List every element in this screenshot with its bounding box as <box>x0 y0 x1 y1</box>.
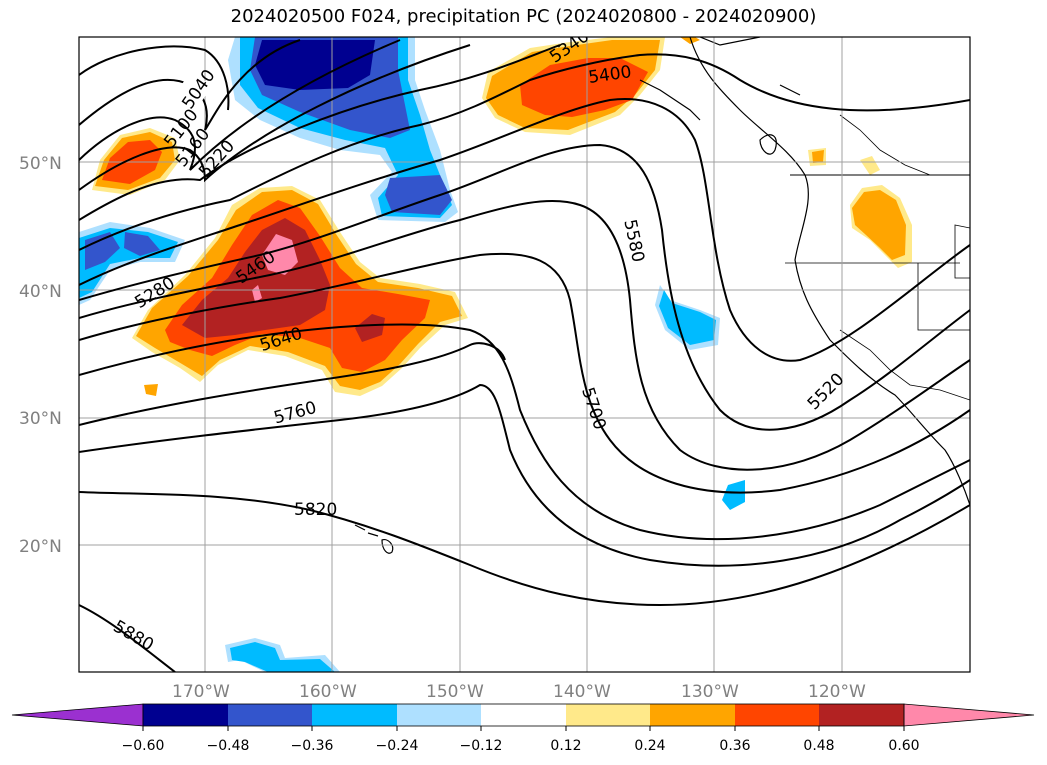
colorbar-tick-neg-036: −0.36 <box>291 738 334 754</box>
latitude-labels: 50°N 40°N 30°N 20°N <box>19 154 62 557</box>
lat-label-30n: 30°N <box>19 409 62 429</box>
colorbar-tick-neg-048: −0.48 <box>207 738 250 754</box>
colorbar-bin-pos-048 <box>819 704 904 726</box>
lat-label-40n: 40°N <box>19 282 62 302</box>
colorbar-bin-neg-048 <box>228 704 312 726</box>
colorbar-bin-pos-024 <box>650 704 735 726</box>
colorbar-over-arrow <box>903 703 1035 727</box>
colorbar-tick-neg-012: −0.12 <box>460 738 503 754</box>
colorbar-tick-pos-012: 0.12 <box>550 738 581 754</box>
height-contours <box>79 39 970 672</box>
contour-label-5820: 5820 <box>294 500 337 520</box>
colorbar-under-arrow <box>11 703 144 727</box>
map-frame <box>78 36 971 673</box>
colorbar-bin-neutral <box>481 704 566 726</box>
lon-label-160w: 160°W <box>299 682 357 702</box>
colorbar-frame <box>142 703 905 727</box>
longitude-labels: 170°W 160°W 150°W 140°W 130°W 120°W <box>172 682 866 702</box>
colorbar-tick-neg-024: −0.24 <box>376 738 419 754</box>
lon-label-120w: 120°W <box>808 682 866 702</box>
colorbar-bin-neg-024 <box>397 704 481 726</box>
lon-label-150w: 150°W <box>426 682 484 702</box>
colorbar-bin-neg-036 <box>312 704 397 726</box>
colorbar-tick-neg-060: −0.60 <box>122 738 165 754</box>
colorbar-bin-pos-012 <box>566 704 650 726</box>
lat-label-50n: 50°N <box>19 154 62 174</box>
lat-label-20n: 20°N <box>19 537 62 557</box>
precip-shading <box>79 37 912 672</box>
lon-label-170w: 170°W <box>172 682 230 702</box>
lon-label-130w: 130°W <box>681 682 739 702</box>
colorbar-tick-pos-036: 0.36 <box>719 738 750 754</box>
colorbar-tick-pos-048: 0.48 <box>803 738 834 754</box>
colorbar-tick-pos-024: 0.24 <box>634 738 665 754</box>
colorbar-bin-neg-060 <box>143 704 228 726</box>
colorbar-bin-pos-036 <box>735 704 819 726</box>
lon-label-140w: 140°W <box>553 682 611 702</box>
colorbar: −0.60 −0.48 −0.36 −0.24 −0.12 0.12 0.24 … <box>11 703 1035 754</box>
map-title: 2024020500 F024, precipitation PC (20240… <box>230 6 817 27</box>
colorbar-tick-pos-060: 0.60 <box>888 738 919 754</box>
